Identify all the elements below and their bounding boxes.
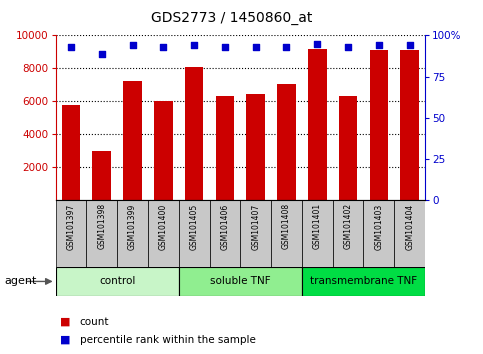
Point <box>190 42 198 48</box>
Text: ■: ■ <box>60 335 71 345</box>
Text: soluble TNF: soluble TNF <box>210 276 270 286</box>
Bar <box>185 68 203 200</box>
Text: GSM101401: GSM101401 <box>313 203 322 250</box>
Point <box>375 42 383 48</box>
Bar <box>302 267 425 296</box>
Point <box>128 42 136 48</box>
Bar <box>179 267 302 296</box>
Point <box>252 44 259 50</box>
Bar <box>364 200 394 267</box>
Text: GSM101406: GSM101406 <box>220 203 229 250</box>
Bar <box>215 96 234 200</box>
Text: GSM101403: GSM101403 <box>374 203 384 250</box>
Text: count: count <box>80 317 109 327</box>
Bar <box>92 152 111 200</box>
Bar <box>117 200 148 267</box>
Bar <box>62 105 80 200</box>
Bar <box>246 94 265 200</box>
Text: GSM101407: GSM101407 <box>251 203 260 250</box>
Bar <box>271 200 302 267</box>
Text: GSM101404: GSM101404 <box>405 203 414 250</box>
Text: transmembrane TNF: transmembrane TNF <box>310 276 417 286</box>
Text: control: control <box>99 276 135 286</box>
Bar <box>339 96 357 200</box>
Bar <box>308 50 327 200</box>
Point <box>67 44 75 50</box>
Point <box>159 44 167 50</box>
Bar <box>394 200 425 267</box>
Point <box>406 42 413 48</box>
Point <box>344 44 352 50</box>
Text: GDS2773 / 1450860_at: GDS2773 / 1450860_at <box>151 11 313 25</box>
Point <box>313 41 321 46</box>
Bar <box>154 101 172 200</box>
Point <box>98 51 106 56</box>
Text: percentile rank within the sample: percentile rank within the sample <box>80 335 256 345</box>
Bar <box>148 200 179 267</box>
Point <box>221 44 229 50</box>
Bar <box>369 50 388 200</box>
Bar <box>240 200 271 267</box>
Bar <box>56 200 86 267</box>
Bar <box>86 200 117 267</box>
Text: GSM101400: GSM101400 <box>159 203 168 250</box>
Bar <box>302 200 333 267</box>
Bar <box>333 200 364 267</box>
Bar <box>277 84 296 200</box>
Text: GSM101402: GSM101402 <box>343 203 353 250</box>
Text: GSM101399: GSM101399 <box>128 203 137 250</box>
Text: GSM101405: GSM101405 <box>190 203 199 250</box>
Text: ■: ■ <box>60 317 71 327</box>
Text: GSM101408: GSM101408 <box>282 203 291 250</box>
Text: GSM101397: GSM101397 <box>67 203 75 250</box>
Bar <box>123 81 142 200</box>
Bar <box>210 200 240 267</box>
Point <box>283 44 290 50</box>
Bar <box>179 200 210 267</box>
Text: agent: agent <box>5 276 37 286</box>
Text: GSM101398: GSM101398 <box>97 203 106 250</box>
Bar <box>56 267 179 296</box>
Bar <box>400 50 419 200</box>
